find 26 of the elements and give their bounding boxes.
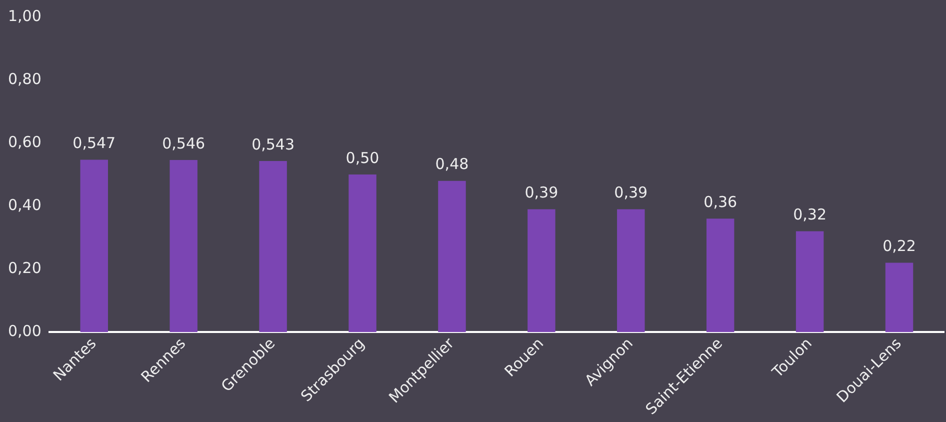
y-tick-label: 0,80 [8, 70, 42, 88]
bar [617, 209, 645, 332]
data-label: 0,32 [793, 206, 827, 224]
data-label: 0,39 [614, 184, 648, 202]
bar [170, 160, 198, 332]
y-tick-label: 1,00 [8, 6, 42, 25]
bar [528, 209, 556, 332]
y-tick-label: 0,60 [8, 132, 42, 151]
bar [259, 160, 287, 332]
data-label: 0,546 [162, 134, 206, 152]
y-tick-label: 0,40 [8, 196, 42, 214]
data-label: 0,39 [524, 184, 558, 202]
data-label: 0,36 [704, 193, 738, 212]
bar [80, 160, 108, 332]
data-label: 0,22 [882, 237, 916, 256]
bar [796, 231, 824, 332]
bar [438, 180, 466, 332]
data-label: 0,50 [346, 148, 380, 167]
bar [348, 174, 376, 332]
bar [885, 262, 914, 332]
y-tick-label: 0,00 [8, 322, 42, 340]
y-tick-label: 0,20 [8, 258, 42, 277]
data-label: 0,543 [252, 135, 295, 154]
data-label: 0,547 [72, 134, 116, 152]
bar [706, 218, 734, 332]
data-label: 0,48 [435, 155, 469, 174]
